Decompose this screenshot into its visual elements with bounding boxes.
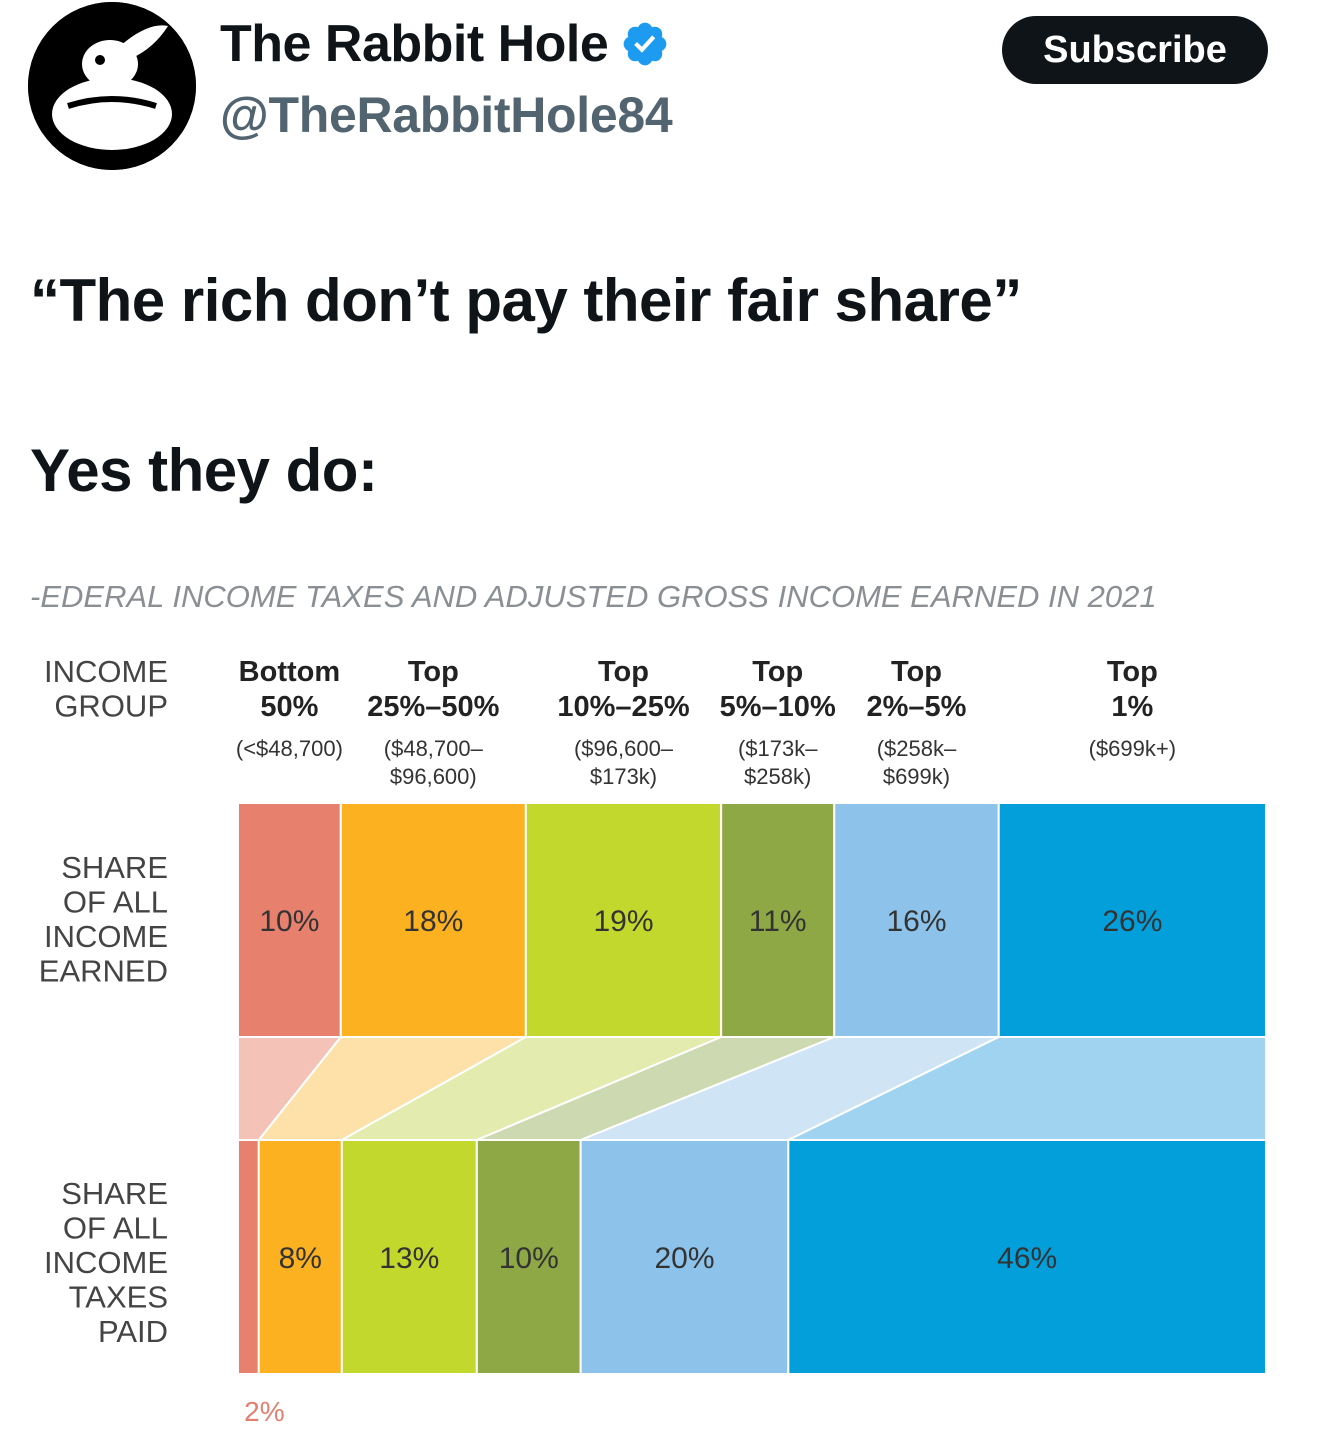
group-range-0-0: (<$48,700)	[236, 736, 343, 761]
group-range-1-0: ($48,700–	[384, 736, 484, 761]
taxes-bar-0	[237, 1139, 260, 1375]
group-range-5-0: ($699k+)	[1089, 736, 1176, 761]
group-range-4-1: $699k)	[883, 764, 950, 789]
group-head-3-0: Top	[752, 656, 803, 688]
connector-bands	[237, 1036, 1267, 1141]
row-label-taxes-4: PAID	[98, 1314, 168, 1349]
group-head-0-0: Bottom	[239, 656, 340, 688]
row-label-group-1: GROUP	[54, 689, 168, 724]
chart-title: -EDERAL INCOME TAXES AND ADJUSTED GROSS …	[30, 579, 1157, 614]
row-label-income-0: SHARE	[61, 850, 168, 885]
income-share-bars: 10% 18% 19% 11% 16% 26%	[237, 802, 1267, 1038]
tax-share-bars: 2% 8% 13% 10% 20% 46%	[237, 1139, 1267, 1427]
row-label-taxes-0: SHARE	[61, 1176, 168, 1211]
income-bar-5	[997, 802, 1267, 1038]
taxes-label-1: 8%	[279, 1242, 322, 1275]
income-label-2: 19%	[593, 905, 653, 938]
row-label-taxes-1: OF ALL	[63, 1211, 168, 1246]
row-label-group-0: INCOME	[44, 654, 168, 689]
income-bar-2	[524, 802, 723, 1038]
user-handle[interactable]: @TheRabbitHole84	[220, 87, 673, 143]
taxes-label-3: 10%	[499, 1242, 559, 1275]
display-name-row: The Rabbit Hole	[220, 14, 670, 74]
group-head-3-1: 5%–10%	[720, 691, 836, 723]
taxes-label-5: 46%	[997, 1242, 1057, 1275]
taxes-label-4: 20%	[654, 1242, 714, 1275]
rabbit-logo-icon	[28, 2, 196, 170]
group-head-1-0: Top	[408, 656, 459, 688]
group-range-2-1: $173k)	[590, 764, 657, 789]
group-head-2-1: 10%–25%	[557, 691, 689, 723]
tweet-text-line-1: “The rich don’t pay their fair share”	[30, 267, 1022, 334]
verified-badge-icon	[623, 22, 667, 66]
income-bar-1	[339, 802, 527, 1038]
group-range-3-0: ($173k–	[738, 736, 818, 761]
tweet-text-line-2: Yes they do:	[30, 437, 378, 504]
row-label-taxes-2: INCOME	[44, 1245, 168, 1280]
display-name[interactable]: The Rabbit Hole	[220, 15, 609, 73]
taxes-bar-1	[257, 1139, 343, 1375]
income-label-4: 16%	[886, 905, 946, 938]
income-bar-3	[720, 802, 836, 1038]
taxes-bar-2	[340, 1139, 478, 1375]
group-head-1-1: 25%–50%	[367, 691, 499, 723]
tax-share-chart: -EDERAL INCOME TAXES AND ADJUSTED GROSS …	[30, 579, 1267, 1427]
group-head-4-0: Top	[891, 656, 942, 688]
row-label-income-1: OF ALL	[63, 885, 168, 920]
income-label-1: 18%	[403, 905, 463, 938]
group-head-4-1: 2%–5%	[866, 691, 966, 723]
taxes-bar-3	[475, 1139, 582, 1375]
group-head-0-1: 50%	[260, 691, 318, 723]
group-range-4-0: ($258k–	[877, 736, 957, 761]
row-label-income-3: EARNED	[39, 954, 168, 989]
income-label-0: 10%	[259, 905, 319, 938]
income-label-3: 11%	[749, 905, 807, 938]
income-bar-0	[237, 802, 342, 1038]
income-label-5: 26%	[1102, 905, 1162, 938]
subscribe-button[interactable]: Subscribe	[1002, 16, 1268, 84]
income-bar-4	[833, 802, 1000, 1038]
income-group-headers: Bottom50%(<$48,700)Top25%–50%($48,700–$9…	[236, 656, 1176, 789]
taxes-label-0: 2%	[244, 1396, 284, 1427]
group-head-5-1: 1%	[1111, 691, 1153, 723]
group-range-2-0: ($96,600–	[574, 736, 674, 761]
taxes-bar-5	[787, 1139, 1267, 1375]
group-range-3-1: $258k)	[744, 764, 811, 789]
group-head-5-0: Top	[1107, 656, 1158, 688]
group-range-1-1: $96,600)	[390, 764, 477, 789]
row-label-income-2: INCOME	[44, 919, 168, 954]
group-head-2-0: Top	[598, 656, 649, 688]
row-label-taxes-3: TAXES	[69, 1280, 168, 1315]
taxes-label-2: 13%	[379, 1242, 439, 1275]
avatar[interactable]	[28, 2, 196, 170]
